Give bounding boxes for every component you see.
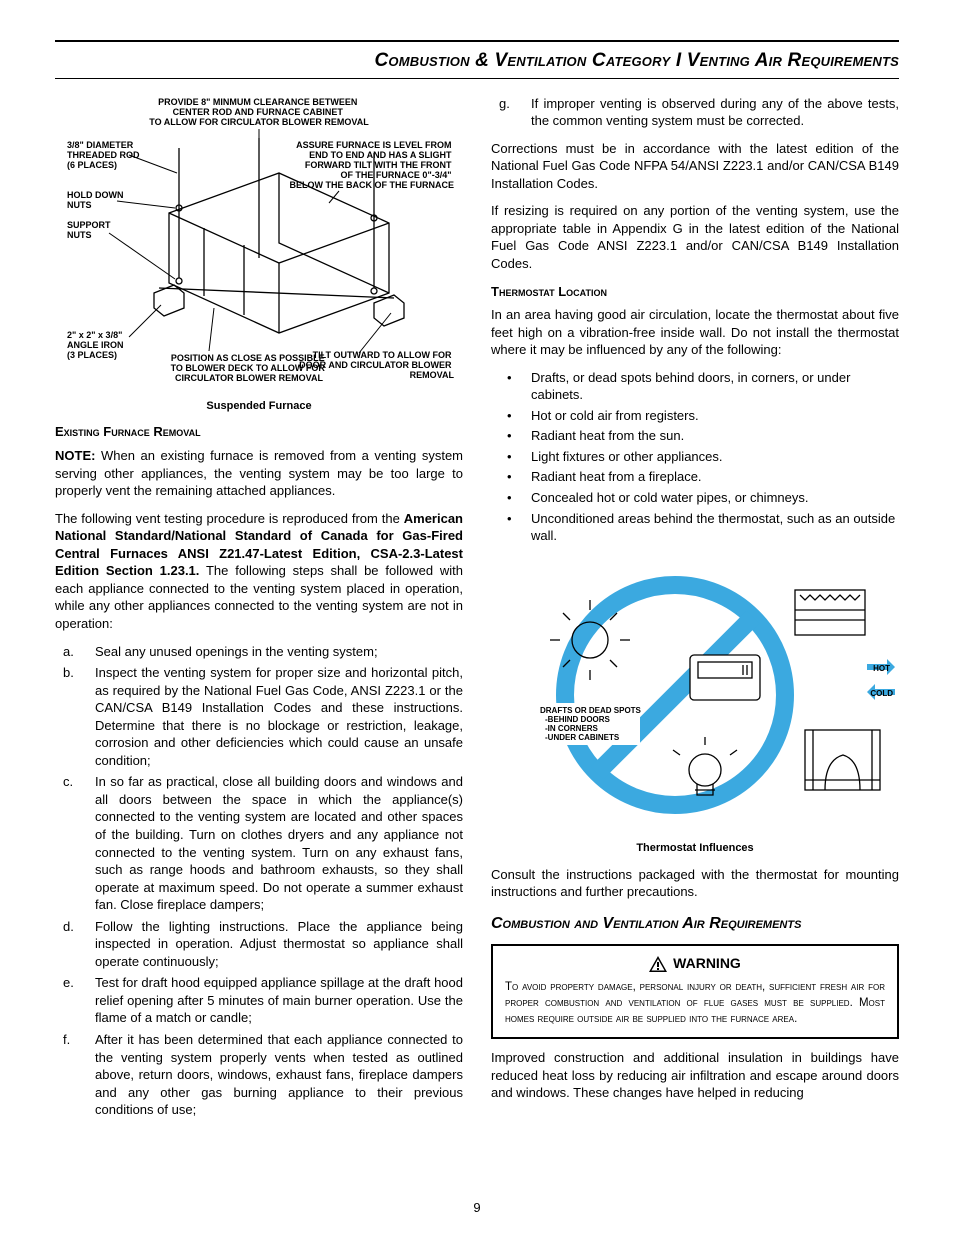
bullet-3: Light fixtures or other appliances.	[517, 448, 899, 466]
step-d: Follow the lighting instructions. Place …	[81, 918, 463, 971]
step-g: If improper venting is observed during a…	[517, 95, 899, 130]
existing-furnace-heading: Existing Furnace Removal	[55, 423, 463, 441]
svg-text:POSITION AS CLOSE AS POSSIBLE: POSITION AS CLOSE AS POSSIBLE TO BLOWER …	[171, 353, 328, 383]
hot-label: HOT	[873, 664, 890, 673]
left-column: PROVIDE 8" MINMUM CLEARANCE BETWEEN CENT…	[55, 93, 463, 1129]
rule-top	[55, 40, 899, 42]
bullet-1: Hot or cold air from registers.	[517, 407, 899, 425]
warning-title: WARNING	[673, 954, 741, 973]
bullet-6: Unconditioned areas behind the thermosta…	[517, 510, 899, 545]
thermostat-caption: Thermostat Influences	[491, 841, 899, 856]
svg-text:ASSURE FURNACE IS LEVEL FROM: ASSURE FURNACE IS LEVEL FROM END TO END …	[290, 140, 455, 190]
suspended-furnace-diagram: PROVIDE 8" MINMUM CLEARANCE BETWEEN CENT…	[59, 93, 459, 393]
note-paragraph: NOTE: When an existing furnace is remove…	[55, 447, 463, 500]
cold-label: COLD	[870, 689, 893, 698]
steps-list: Seal any unused openings in the venting …	[55, 643, 463, 1119]
step-f: After it has been determined that each a…	[81, 1031, 463, 1119]
warning-icon	[649, 956, 667, 972]
intro-paragraph: The following vent testing procedure is …	[55, 510, 463, 633]
furnace-caption: Suspended Furnace	[55, 399, 463, 414]
bullet-0: Drafts, or dead spots behind doors, in c…	[517, 369, 899, 404]
svg-text:2" x 2" x 3/8" ANGLE I: 2" x 2" x 3/8" ANGLE IRON (3 PLACES)	[67, 330, 126, 360]
svg-text:3/8" DIAMETER THREADED: 3/8" DIAMETER THREADED ROD (6 PLACES)	[67, 140, 142, 170]
bullet-4: Radiant heat from a fireplace.	[517, 468, 899, 486]
svg-text:PROVIDE 8" MINMUM CLEARANCE BE: PROVIDE 8" MINMUM CLEARANCE BETWEEN CENT…	[149, 97, 369, 127]
bullet-5: Concealed hot or cold water pipes, or ch…	[517, 489, 899, 507]
improved-paragraph: Improved construction and additional ins…	[491, 1049, 899, 1102]
corrections-paragraph: Corrections must be in accordance with t…	[491, 140, 899, 193]
step-c: In so far as practical, close all buildi…	[81, 773, 463, 913]
page-number: 9	[0, 1199, 954, 1217]
svg-text:HOLD DOWN NUTS: HOLD DOWN NUTS	[67, 190, 126, 210]
thermostat-influences-diagram: DRAFTS OR DEAD SPOTS -BEHIND DOORS -IN C…	[495, 555, 895, 835]
intro-a: The following vent testing procedure is …	[55, 511, 404, 526]
combustion-heading: Combustion and Ventilation Air Requireme…	[491, 913, 899, 935]
steps-list-cont: If improper venting is observed during a…	[491, 95, 899, 130]
thermostat-intro: In an area having good air circulation, …	[491, 306, 899, 359]
consult-paragraph: Consult the instructions packaged with t…	[491, 866, 899, 901]
bullet-2: Radiant heat from the sun.	[517, 427, 899, 445]
thermostat-bullets: Drafts, or dead spots behind doors, in c…	[491, 369, 899, 545]
warning-body: To avoid property damage, personal injur…	[505, 979, 885, 1027]
page-title: Combustion & Ventilation Category I Vent…	[55, 48, 899, 74]
step-e: Test for draft hood equipped appliance s…	[81, 974, 463, 1027]
warning-header: WARNING	[505, 954, 885, 973]
right-column: If improper venting is observed during a…	[491, 93, 899, 1129]
rule-bottom	[55, 78, 899, 79]
svg-text:SUPPORT NUTS: SUPPORT NUTS	[67, 220, 113, 240]
resizing-paragraph: If resizing is required on any portion o…	[491, 202, 899, 272]
two-column-layout: PROVIDE 8" MINMUM CLEARANCE BETWEEN CENT…	[55, 93, 899, 1129]
thermostat-heading: Thermostat Location	[491, 283, 899, 301]
note-body: When an existing furnace is removed from…	[55, 448, 463, 498]
step-a: Seal any unused openings in the venting …	[81, 643, 463, 661]
note-label: NOTE:	[55, 448, 95, 463]
warning-box: WARNING To avoid property damage, person…	[491, 944, 899, 1039]
step-b: Inspect the venting system for proper si…	[81, 664, 463, 769]
